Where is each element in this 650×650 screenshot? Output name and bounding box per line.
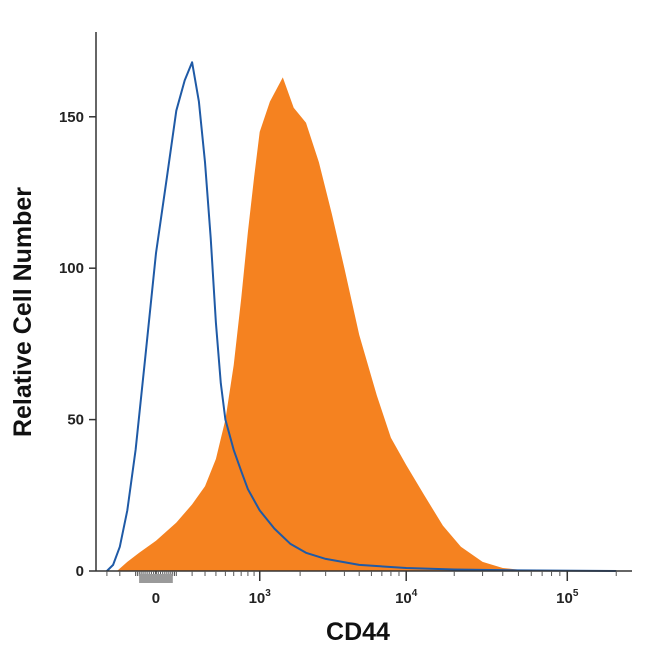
x-axis-ticks: 0 103 104 105	[106, 571, 617, 607]
y-axis-title: Relative Cell Number	[9, 187, 37, 437]
plot-series	[106, 61, 617, 572]
filled-histogram-series	[117, 77, 532, 572]
y-axis-ticks: 0 50 100 150	[59, 109, 96, 580]
y-tick-label: 150	[59, 109, 84, 126]
x-axis-title: CD44	[326, 618, 390, 646]
x-tick-label: 105	[556, 588, 579, 607]
x-tick-label: 0	[152, 590, 160, 607]
x-tick-label: 103	[249, 588, 272, 607]
y-tick-label: 100	[59, 260, 84, 277]
outline-histogram-series	[106, 61, 617, 572]
x-tick-label: 104	[395, 588, 418, 607]
linear-region-indicator	[139, 574, 173, 583]
y-tick-label: 50	[67, 412, 84, 429]
y-tick-label: 0	[76, 563, 84, 580]
